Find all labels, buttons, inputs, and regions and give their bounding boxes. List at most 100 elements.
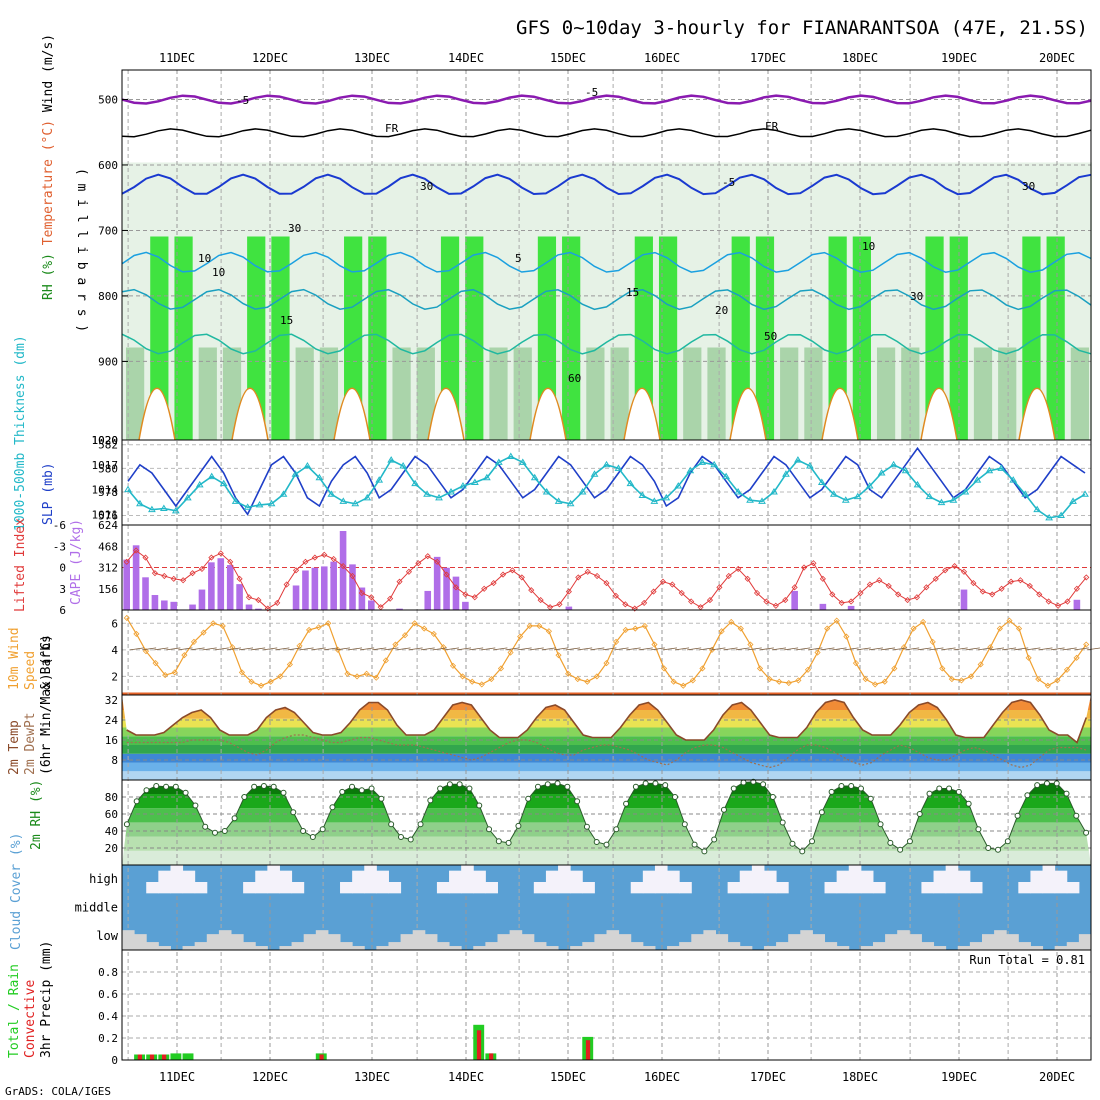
rh-point xyxy=(1063,790,1070,797)
rh-point xyxy=(221,828,228,834)
lifted-index-point xyxy=(631,605,638,612)
wind-speed-point xyxy=(536,622,543,630)
cape-bar xyxy=(819,603,827,610)
rh-point xyxy=(192,802,199,809)
lifted-index-ytick: 3 xyxy=(59,583,66,596)
rh-point xyxy=(280,789,287,796)
rh-point xyxy=(1004,838,1011,845)
low-cloud-block xyxy=(545,946,559,950)
low-cloud-block xyxy=(388,942,402,950)
cape-bar xyxy=(330,561,337,610)
cape-bar xyxy=(443,567,450,610)
isotherm-label: 5 xyxy=(515,252,522,265)
thickness-point xyxy=(614,464,623,471)
warm-isotherm xyxy=(1018,387,1056,441)
low-cloud-block xyxy=(497,934,511,950)
high-cloud-gap xyxy=(388,882,402,894)
wind-speed-point xyxy=(699,665,706,672)
low-cloud-block xyxy=(897,930,910,950)
lifted-index-point xyxy=(283,581,290,588)
rh-band-moist xyxy=(489,347,508,440)
high-cloud-gap xyxy=(146,882,159,894)
date-tick-top: 20DEC xyxy=(1039,51,1075,65)
rh-point xyxy=(133,798,140,805)
high-cloud-gap xyxy=(364,865,377,894)
wind-speed-point xyxy=(565,670,572,677)
thickness-point xyxy=(626,479,635,487)
low-cloud-block xyxy=(400,934,414,950)
low-cloud-block xyxy=(1018,942,1031,950)
wind-ytick: 6 xyxy=(111,617,118,630)
cape-bar xyxy=(565,606,573,610)
convective-precip-bar xyxy=(149,1054,155,1060)
convective-precip-bar xyxy=(137,1054,142,1060)
wind-speed-point xyxy=(996,625,1003,632)
low-cloud-block xyxy=(885,934,898,950)
wind-speed-point xyxy=(776,678,783,685)
lifted-index-point xyxy=(1007,578,1015,585)
thickness-point xyxy=(973,476,982,483)
warm-isotherm xyxy=(333,387,371,441)
wind-speed-point xyxy=(1025,654,1032,661)
lifted-index-point xyxy=(998,585,1005,592)
low-cloud-block xyxy=(715,934,729,950)
wind-speed-point xyxy=(852,660,860,667)
lifted-index-point xyxy=(518,574,525,581)
thickness-point xyxy=(435,493,443,501)
low-cloud-block xyxy=(606,930,620,950)
rh-point xyxy=(554,780,561,787)
cape-bar xyxy=(255,608,262,610)
thickness-point xyxy=(985,466,994,474)
ylabel-part: Total / Rain xyxy=(7,964,22,1058)
rh-band-moist xyxy=(610,347,629,440)
rh-point xyxy=(1083,829,1090,836)
high-cloud-gap xyxy=(267,865,280,894)
lifted-index-point xyxy=(358,589,365,597)
lifted-index-point xyxy=(180,577,187,584)
convective-precip-bar xyxy=(319,1054,324,1060)
rh-point xyxy=(603,841,610,848)
lifted-index-point xyxy=(923,584,930,591)
low-cloud-block xyxy=(1054,946,1068,950)
lifted-index-point xyxy=(198,565,206,572)
lifted-index-point xyxy=(932,575,939,582)
lifted-index-point xyxy=(979,588,986,595)
lifted-index-point xyxy=(1073,585,1080,592)
lifted-index-point xyxy=(913,594,921,601)
high-cloud-gap xyxy=(243,882,256,894)
lifted-index-point xyxy=(895,591,902,598)
lifted-index-point xyxy=(857,589,864,597)
thickness-point xyxy=(279,490,288,497)
rh-band-moist xyxy=(1046,236,1065,440)
date-tick-bottom: 12DEC xyxy=(252,1070,288,1084)
thickness-point xyxy=(734,487,742,495)
high-cloud-gap xyxy=(763,870,777,894)
rh-band-moist xyxy=(416,347,435,440)
low-cloud-block xyxy=(146,942,159,950)
rh-band-moist xyxy=(804,347,823,440)
thickness-point xyxy=(961,487,970,495)
ylabel-part: Wind (m/s) xyxy=(41,34,56,112)
temperature-ytick: 8 xyxy=(111,754,118,767)
lifted-index-point xyxy=(170,575,177,582)
wind-speed-point xyxy=(526,622,533,630)
thickness-point xyxy=(578,487,587,495)
high-cloud-gap xyxy=(340,882,353,894)
date-tick-top: 16DEC xyxy=(644,51,680,65)
low-cloud-block xyxy=(485,942,498,950)
lifted-index-line xyxy=(126,549,1087,610)
lifted-index-point xyxy=(537,597,544,604)
thickness-point xyxy=(183,493,192,501)
lifted-index-point xyxy=(443,571,450,578)
thickness-ytick: 578 xyxy=(98,486,118,499)
low-cloud-block xyxy=(594,934,607,950)
high-cloud-gap xyxy=(667,870,680,894)
rh-point xyxy=(1034,782,1041,789)
lifted-index-point xyxy=(405,568,413,575)
run-total-label: Run Total = 0.81 xyxy=(969,953,1085,967)
wind-speed-point xyxy=(968,673,975,680)
wind-speed-point xyxy=(728,618,735,626)
lifted-index-point xyxy=(142,554,149,561)
date-tick-bottom: 17DEC xyxy=(750,1070,786,1084)
